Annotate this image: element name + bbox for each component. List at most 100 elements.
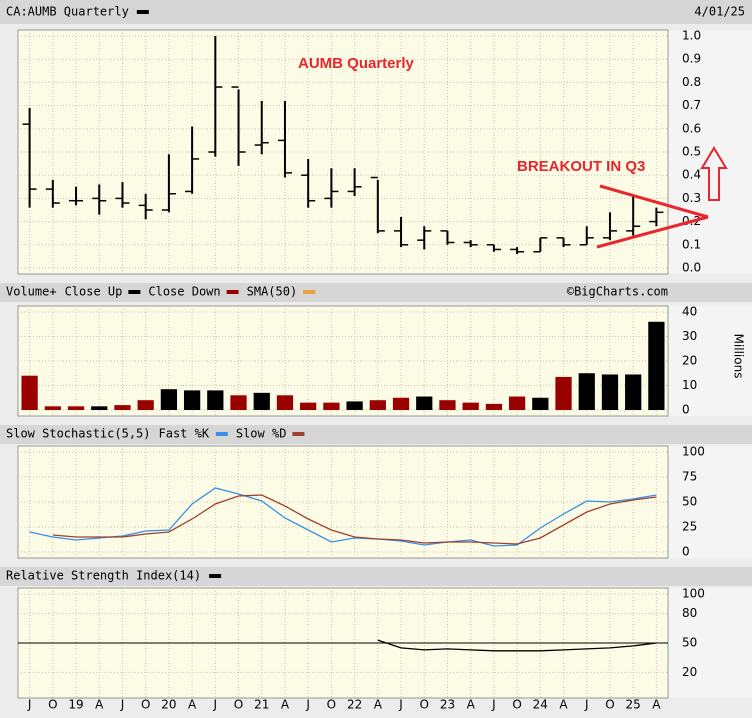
x-tick-label: A (374, 698, 383, 712)
y-tick-label: 20 (682, 665, 697, 679)
header-strip (0, 567, 752, 586)
bar (532, 397, 549, 410)
bar (439, 400, 456, 410)
x-tick-label: J (120, 698, 125, 712)
bar (508, 396, 526, 410)
y-tick-label: 0.6 (682, 121, 701, 135)
bar (555, 376, 572, 410)
legend-swatch (292, 432, 305, 436)
bar (137, 400, 154, 410)
x-tick-label: O (512, 698, 521, 712)
legend-swatch (303, 290, 316, 294)
bar (21, 375, 38, 410)
y-tick-label: 75 (682, 470, 697, 484)
y-tick-label: 0 (682, 403, 690, 417)
axis-area (668, 306, 752, 416)
header-strip (0, 425, 752, 444)
axis-area (668, 446, 752, 558)
y-tick-label: 0.3 (682, 191, 701, 205)
bar (578, 373, 595, 410)
y-tick-label: 100 (682, 587, 705, 601)
annotation: AUMB Quarterly (298, 55, 415, 72)
legend-swatch (209, 574, 222, 578)
bar (207, 390, 224, 410)
line-series (377, 639, 657, 652)
y-tick-label: 10 (682, 378, 697, 392)
line-series (52, 494, 657, 545)
bar (67, 406, 85, 410)
x-tick-label: A (652, 698, 661, 712)
legend-label: Slow %D (236, 427, 287, 441)
bar (253, 392, 270, 410)
bar (276, 395, 294, 410)
header-strip (0, 0, 752, 24)
x-tick-label: J (491, 698, 496, 712)
date-label: 4/01/25 (694, 5, 745, 19)
bar (392, 397, 410, 410)
bar (160, 389, 178, 410)
x-tick-label: 22 (347, 698, 362, 712)
y-tick-label: 1.0 (682, 29, 701, 43)
bar (323, 402, 340, 410)
legend-label: Close Down (148, 285, 220, 299)
arrow (700, 146, 728, 201)
legend-swatch (128, 290, 141, 294)
bar (485, 403, 503, 410)
y-tick-label: 0.1 (682, 237, 701, 251)
bar (369, 400, 386, 410)
y-tick-label: 30 (682, 329, 697, 343)
y-tick-label: 50 (682, 636, 697, 650)
x-tick-label: 24 (533, 698, 548, 712)
bar (601, 374, 619, 410)
x-tick-label: O (327, 698, 336, 712)
x-tick-label: J (27, 698, 32, 712)
x-tick-label: A (188, 698, 197, 712)
x-tick-label: J (584, 698, 589, 712)
y-tick-label: 0.0 (682, 261, 701, 275)
bar (648, 321, 665, 410)
legend-label: SMA(50) (247, 285, 298, 299)
y-tick-label: 25 (682, 520, 697, 534)
y-tick-label: 0.5 (682, 145, 701, 159)
y-tick-label: 50 (682, 495, 697, 509)
annotation: BREAKOUT IN Q3 (517, 158, 645, 175)
legend-swatch (226, 290, 239, 294)
trend-line (596, 215, 709, 249)
x-tick-label: J (305, 698, 310, 712)
bar (183, 390, 201, 410)
y-tick-label: 0 (682, 545, 690, 559)
x-tick-label: A (95, 698, 104, 712)
x-tick-label: 25 (626, 698, 641, 712)
x-tick-label: A (281, 698, 290, 712)
legend-label: Fast %K (159, 427, 210, 441)
x-tick-label: 21 (254, 698, 269, 712)
x-tick-label: O (48, 698, 57, 712)
axis-area (668, 30, 752, 274)
trend-line (599, 184, 709, 219)
x-tick-label: O (605, 698, 614, 712)
x-tick-label: O (234, 698, 243, 712)
x-tick-label: O (420, 698, 429, 712)
x-tick-label: 23 (440, 698, 455, 712)
x-tick-label: 19 (68, 698, 83, 712)
bar (114, 405, 131, 410)
legend-swatch (136, 10, 149, 14)
annotations: CA:AUMB Quarterly 4/01/25 AUMB Quarterly… (6, 5, 746, 583)
line-series (29, 487, 657, 547)
bar (300, 402, 317, 410)
x-tick-label: A (467, 698, 476, 712)
bar (346, 401, 363, 410)
header-strip (0, 283, 752, 302)
y-tick-label: 20 (682, 354, 697, 368)
bar (462, 402, 479, 410)
y-axis-label: Millions (732, 334, 746, 379)
credit: ©BigCharts.com (567, 285, 668, 299)
bar (44, 406, 61, 410)
y-tick-label: 0.8 (682, 75, 701, 89)
y-tick-label: 0.7 (682, 98, 701, 112)
legend-swatch (215, 432, 228, 436)
panel-title: Relative Strength Index(14) (6, 569, 201, 583)
legend-label: Close Up (65, 285, 123, 299)
y-tick-label: 0.9 (682, 52, 701, 66)
